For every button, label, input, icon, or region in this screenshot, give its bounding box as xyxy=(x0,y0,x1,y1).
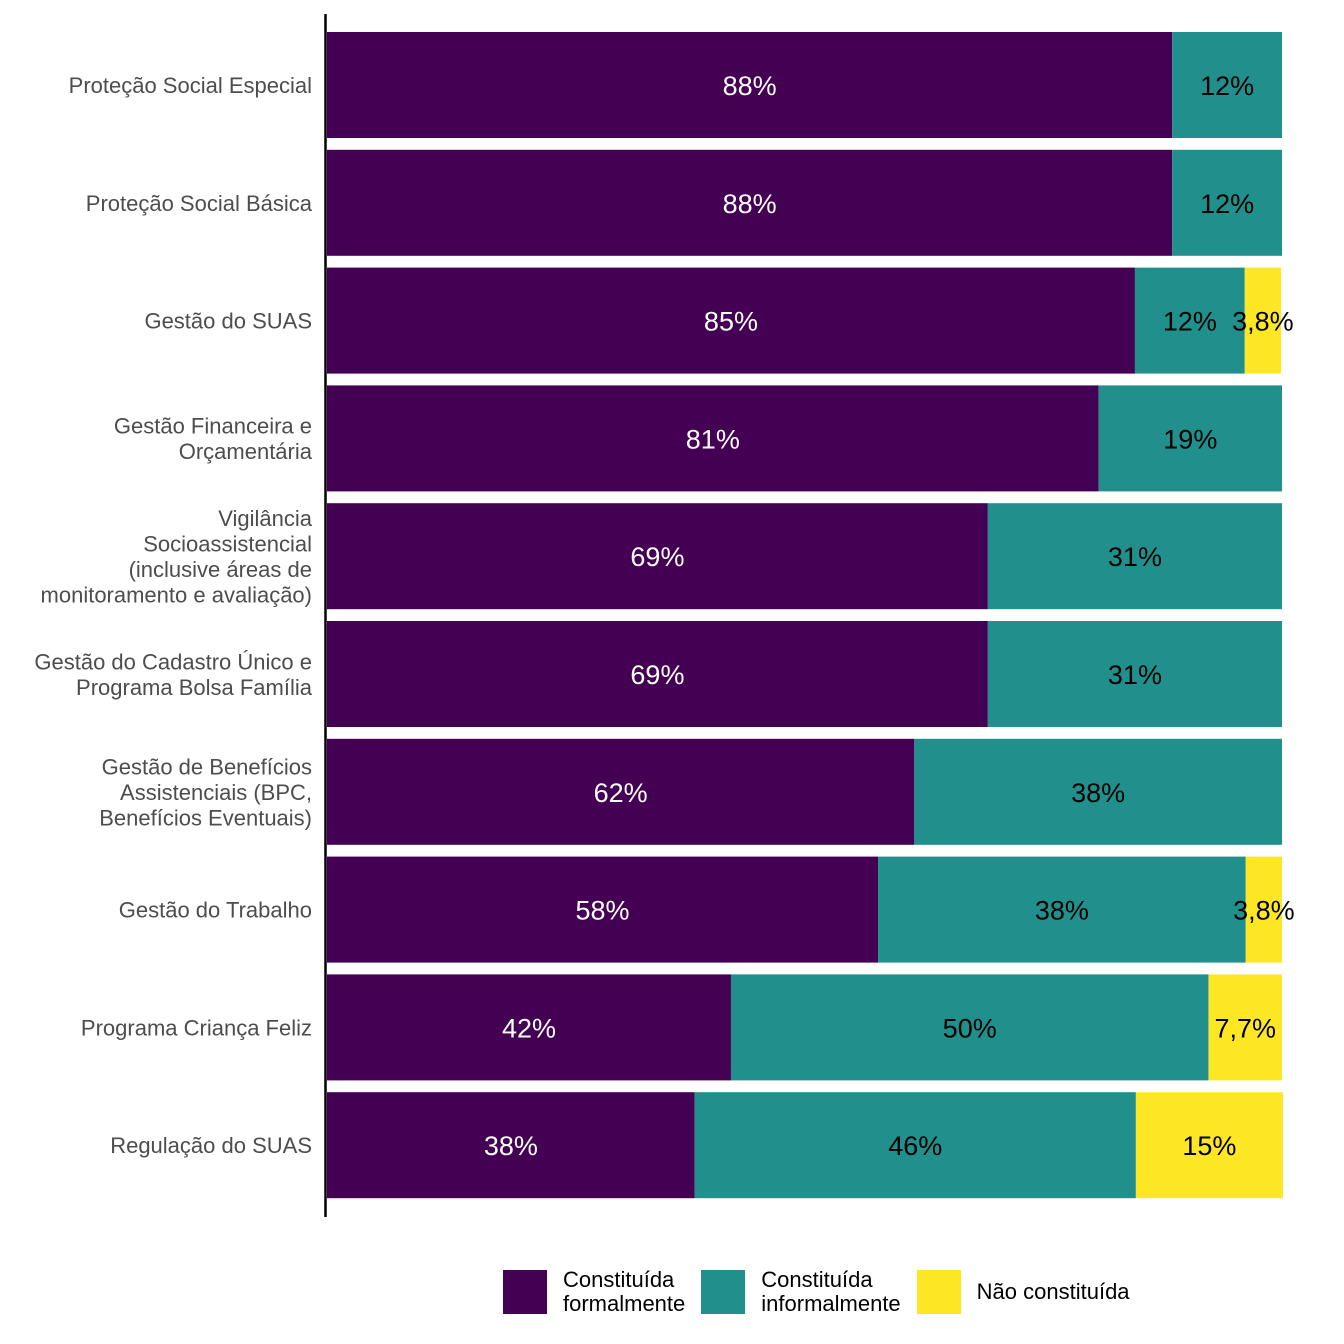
legend: Constituída formalmente Constituída info… xyxy=(503,1268,1146,1316)
data-label-constituida-formalmente-3: 81% xyxy=(686,424,740,454)
bars-layer: 88% 12% 88% 12% 85% 12% 3,8% 81% 19% 69% 31% 69% 31%… xyxy=(327,32,1295,1199)
category-labels: Proteção Social Especial Proteção Social … xyxy=(34,73,312,1158)
category-label-4: Vigilância Socioassistencial (inclusive ár… xyxy=(41,506,313,608)
bar-segment-constituida-informalmente-7 xyxy=(878,856,1246,963)
bar-segment-constituida-formalmente-4 xyxy=(327,503,988,610)
data-label-constituida-informalmente-5: 31% xyxy=(1108,660,1162,690)
legend-key-informal xyxy=(701,1270,746,1314)
data-label-constituida-formalmente-7: 58% xyxy=(575,896,629,926)
bar-segment-constituida-formalmente-8 xyxy=(327,974,731,1081)
legend-label-not-constituted: Não constituída xyxy=(976,1279,1130,1304)
legend-key-not-constituted xyxy=(916,1270,961,1314)
bar-segment-constituida-formalmente-2 xyxy=(327,267,1135,374)
bar-segment-constituida-informalmente-1 xyxy=(1172,149,1283,256)
data-label-nao-constituida-2: 3,8% xyxy=(1232,307,1294,337)
data-label-constituida-formalmente-0: 88% xyxy=(723,71,777,101)
data-label-constituida-formalmente-1: 88% xyxy=(723,189,777,219)
data-label-constituida-informalmente-6: 38% xyxy=(1071,778,1125,808)
category-label-3: Gestão Financeira e Orçamentária xyxy=(114,414,313,465)
data-label-constituida-informalmente-8: 50% xyxy=(943,1013,997,1043)
category-label-6: Gestão de Benefícios Assistenciais (BPC, B… xyxy=(99,754,312,830)
data-label-nao-constituida-9: 15% xyxy=(1182,1131,1236,1161)
category-label-0: Proteção Social Especial xyxy=(69,73,312,98)
bar-segment-constituida-formalmente-1 xyxy=(327,149,1173,256)
category-label-5: Gestão do Cadastro Único e Programa Bolsa… xyxy=(34,649,312,700)
category-label-2: Gestão do SUAS xyxy=(144,309,312,334)
data-label-constituida-formalmente-5: 69% xyxy=(630,660,684,690)
data-label-constituida-informalmente-7: 38% xyxy=(1035,896,1089,926)
data-label-constituida-formalmente-6: 62% xyxy=(594,778,648,808)
data-label-constituida-informalmente-3: 19% xyxy=(1163,424,1217,454)
bar-segment-constituida-formalmente-6 xyxy=(327,738,915,845)
bar-segment-constituida-informalmente-6 xyxy=(914,738,1283,845)
bar-segment-constituida-informalmente-0 xyxy=(1172,32,1283,138)
data-label-constituida-formalmente-9: 38% xyxy=(484,1131,538,1161)
data-label-constituida-informalmente-0: 12% xyxy=(1200,71,1254,101)
data-label-constituida-formalmente-2: 85% xyxy=(704,307,758,337)
bar-segment-constituida-informalmente-5 xyxy=(987,621,1282,727)
data-label-constituida-informalmente-9: 46% xyxy=(888,1131,942,1161)
bar-segment-constituida-informalmente-4 xyxy=(987,503,1282,610)
data-label-constituida-formalmente-8: 42% xyxy=(502,1013,556,1043)
bar-segment-constituida-informalmente-3 xyxy=(1098,385,1282,492)
bar-segment-nao-constituida-7 xyxy=(1245,856,1282,963)
category-label-1: Proteção Social Básica xyxy=(86,191,313,216)
bar-segment-nao-constituida-9 xyxy=(1135,1092,1283,1199)
bar-segment-constituida-formalmente-5 xyxy=(327,621,988,727)
category-label-7: Gestão do Trabalho xyxy=(119,898,312,923)
category-label-9: Regulação do SUAS xyxy=(110,1133,312,1158)
data-label-nao-constituida-8: 7,7% xyxy=(1214,1013,1276,1043)
bar-segment-constituida-informalmente-9 xyxy=(694,1092,1136,1199)
data-label-constituida-formalmente-4: 69% xyxy=(630,542,684,572)
legend-item-not-constituted: Não constituída xyxy=(916,1270,1130,1314)
bar-segment-constituida-formalmente-3 xyxy=(327,385,1099,492)
legend-item-informal: Constituída informalmente xyxy=(701,1267,901,1316)
bar-segment-constituida-formalmente-0 xyxy=(327,32,1173,138)
legend-item-formal: Constituída formalmente xyxy=(503,1268,685,1316)
bar-segment-constituida-formalmente-7 xyxy=(327,856,879,963)
data-label-constituida-informalmente-1: 12% xyxy=(1200,189,1254,219)
category-label-8: Programa Criança Feliz xyxy=(81,1015,312,1040)
bar-segment-constituida-formalmente-9 xyxy=(327,1092,695,1199)
bar-segment-constituida-informalmente-8 xyxy=(730,974,1209,1081)
legend-label-informal: Constituída informalmente xyxy=(761,1267,901,1316)
data-label-constituida-informalmente-4: 31% xyxy=(1108,542,1162,572)
bar-segment-nao-constituida-8 xyxy=(1208,974,1282,1081)
data-label-nao-constituida-7: 3,8% xyxy=(1233,896,1295,926)
bar-segment-constituida-informalmente-2 xyxy=(1134,267,1245,374)
legend-label-formal: Constituída formalmente xyxy=(563,1267,686,1316)
legend-key-formal xyxy=(503,1270,547,1314)
bar-segment-nao-constituida-2 xyxy=(1244,267,1282,374)
data-label-constituida-informalmente-2: 12% xyxy=(1163,307,1217,337)
